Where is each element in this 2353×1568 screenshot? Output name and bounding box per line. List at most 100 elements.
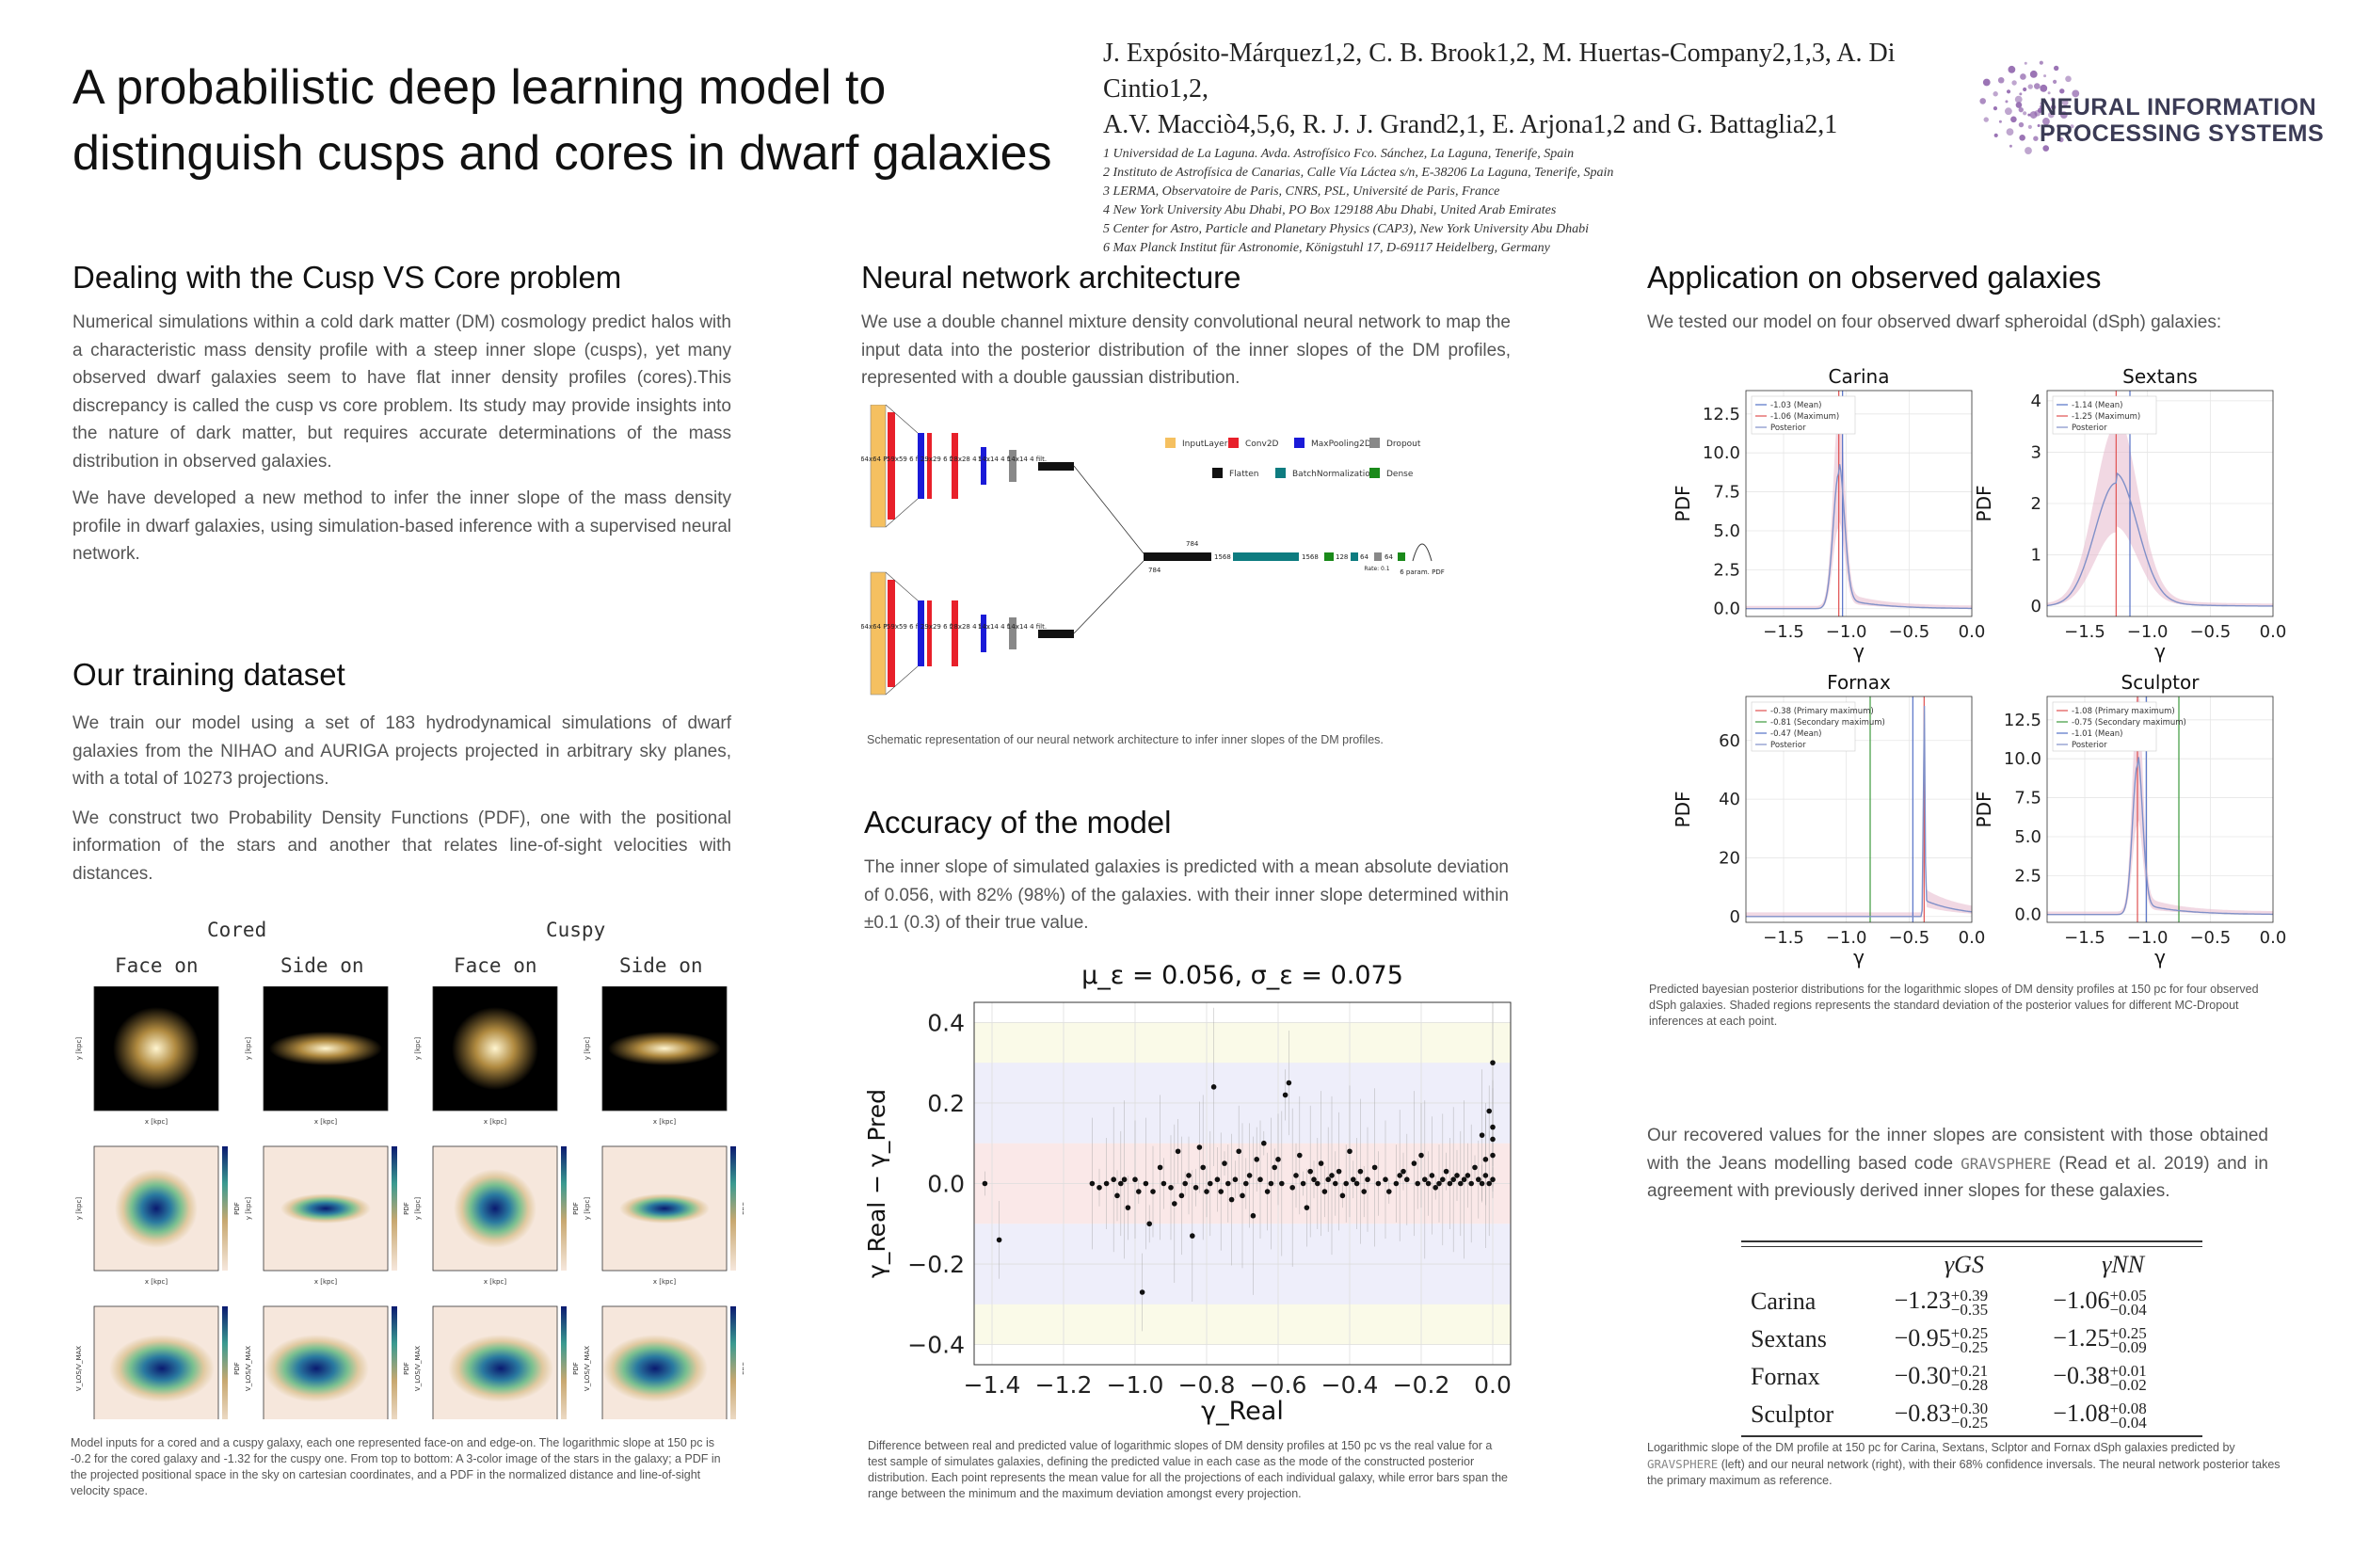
side-on-label: Side on bbox=[619, 954, 703, 977]
y-tick-label: 5.0 bbox=[2014, 827, 2041, 847]
galaxy-glow bbox=[113, 1007, 200, 1090]
data-point bbox=[1447, 1180, 1453, 1187]
logo-dot bbox=[2059, 111, 2068, 120]
logo-dot bbox=[2042, 118, 2050, 125]
cell-value: −0.30 bbox=[1894, 1362, 1951, 1390]
block-label: 14x14 4 filt. bbox=[1007, 623, 1047, 631]
posterior-panel: −1.5 −1.0 −0.5 0.0 0 20 40 60 -0.38 (Primary max… bbox=[1672, 671, 1985, 968]
colorbar-label: PDF bbox=[572, 1202, 580, 1215]
pdf-blob bbox=[115, 1169, 198, 1248]
data-point bbox=[1225, 1180, 1231, 1187]
data-point bbox=[1486, 1108, 1492, 1114]
plot-frame bbox=[1745, 390, 1973, 617]
colorbar bbox=[561, 1306, 567, 1419]
dropout-block bbox=[1009, 617, 1016, 649]
axis-label: x [kpc] bbox=[145, 1118, 168, 1126]
y-tick-label: 7.5 bbox=[2014, 789, 2041, 808]
data-point bbox=[1375, 1180, 1382, 1187]
paragraph: We construct two Probability Density Fun… bbox=[72, 808, 731, 884]
chart-title: Sextans bbox=[2122, 365, 2198, 388]
legend-label: -1.14 (Mean) bbox=[2072, 401, 2123, 410]
table-cell: −0.30 +0.21 −0.28 bbox=[1885, 1358, 2044, 1396]
upper-bound: +0.39 bbox=[1950, 1287, 1989, 1305]
legend-label: MaxPooling2D bbox=[1311, 440, 1371, 449]
y-tick-label: 1 bbox=[2031, 546, 2041, 566]
block-label: 14x14 4 filt. bbox=[1007, 456, 1047, 463]
axis-label: y [kpc] bbox=[245, 1197, 252, 1220]
table-header: γGS bbox=[1944, 1251, 1984, 1278]
pdf-blob bbox=[109, 1335, 215, 1402]
data-point bbox=[1146, 1221, 1152, 1227]
x-tick-label: −0.5 bbox=[2189, 622, 2231, 642]
colorbar-label: PDF bbox=[233, 1362, 241, 1375]
y-tick-label: 2.5 bbox=[1713, 560, 1740, 580]
data-point bbox=[1476, 1176, 1481, 1183]
logo-dot bbox=[2025, 147, 2032, 154]
logo-dot bbox=[2027, 113, 2031, 117]
affiliation-item: 6 Max Planck Institut für Astronomie, Kö… bbox=[1103, 241, 1550, 255]
cell-interval: +0.21 −0.28 bbox=[1951, 1363, 1988, 1393]
axis-label: V_LOS/V_MAX bbox=[584, 1346, 591, 1391]
connector bbox=[885, 405, 919, 434]
block-label: 64x64 PDF bbox=[861, 623, 896, 631]
legend-label: -1.08 (Primary maximum) bbox=[2072, 707, 2175, 716]
x-tick-label: −0.5 bbox=[2189, 928, 2231, 948]
x-tick-label: 0.0 bbox=[2260, 622, 2287, 642]
accuracy-caption: Difference between real and predicted va… bbox=[868, 1439, 1509, 1500]
logo-dot bbox=[2020, 73, 2026, 80]
block-label: 59x59 6 filt. bbox=[887, 623, 926, 631]
data-point bbox=[1479, 1132, 1485, 1138]
data-point bbox=[1490, 1176, 1496, 1183]
logo-dot bbox=[2048, 111, 2055, 119]
dropout-block bbox=[1374, 552, 1382, 561]
legend-label: Dropout bbox=[1386, 440, 1421, 449]
x-tick-label: −1.4 bbox=[964, 1371, 1021, 1399]
data-point bbox=[1325, 1176, 1331, 1183]
upper-bound: +0.25 bbox=[1950, 1324, 1989, 1343]
data-point bbox=[1236, 1148, 1241, 1155]
section-heading: Application on observed galaxies bbox=[1647, 260, 2102, 295]
panel-frame bbox=[93, 1305, 219, 1419]
logo-dot bbox=[2043, 74, 2047, 78]
posterior-line bbox=[2047, 757, 2273, 916]
connector bbox=[885, 498, 919, 528]
text-part: Logarithmic slope of the DM profile at 1… bbox=[1647, 1441, 2235, 1454]
legend-box bbox=[2052, 395, 2157, 435]
paragraph: Our recovered values for the inner slope… bbox=[1647, 1122, 2268, 1206]
legend-swatch bbox=[1294, 438, 1305, 448]
logo-dot bbox=[2053, 79, 2057, 84]
data-point bbox=[1172, 1201, 1177, 1207]
data-point bbox=[1246, 1173, 1253, 1178]
galaxy-glow bbox=[269, 1032, 382, 1065]
data-point bbox=[1103, 1180, 1110, 1187]
cell-value: −1.25 bbox=[2053, 1324, 2110, 1352]
output-label: 6 param. PDF bbox=[1400, 568, 1445, 576]
table-header: γNN bbox=[2102, 1251, 2145, 1278]
data-point bbox=[1304, 1205, 1310, 1210]
merge-line bbox=[1073, 560, 1144, 634]
logo-dot bbox=[2008, 65, 2016, 73]
pdf-blob bbox=[454, 1169, 536, 1248]
cell-value: −1.08 bbox=[2053, 1400, 2110, 1428]
x-axis-label: γ bbox=[2154, 946, 2166, 968]
cell-interval: +0.30 −0.25 bbox=[1951, 1400, 1988, 1431]
logo-dot bbox=[2040, 102, 2043, 105]
y-tick-label: 10.0 bbox=[2004, 749, 2041, 769]
data-point bbox=[1218, 1189, 1224, 1194]
colorbar-label: PDF bbox=[572, 1362, 580, 1375]
colorbar-label: PDF bbox=[233, 1202, 241, 1215]
legend-swatch bbox=[1165, 438, 1176, 448]
data-point bbox=[1440, 1176, 1446, 1183]
neurips-logo-icon bbox=[1979, 60, 2080, 154]
data-point bbox=[1272, 1164, 1277, 1171]
flatten-block bbox=[1144, 552, 1177, 561]
logo-line-2: PROCESSING SYSTEMS bbox=[2040, 120, 2325, 147]
y-tick-label: 20 bbox=[1719, 848, 1740, 868]
architecture-caption: Schematic representation of our neural n… bbox=[867, 733, 1384, 746]
legend-label: Dense bbox=[1386, 470, 1414, 479]
data-point bbox=[1321, 1189, 1328, 1194]
connector bbox=[885, 665, 919, 696]
data-point bbox=[1329, 1173, 1335, 1178]
data-point bbox=[1353, 1180, 1360, 1187]
